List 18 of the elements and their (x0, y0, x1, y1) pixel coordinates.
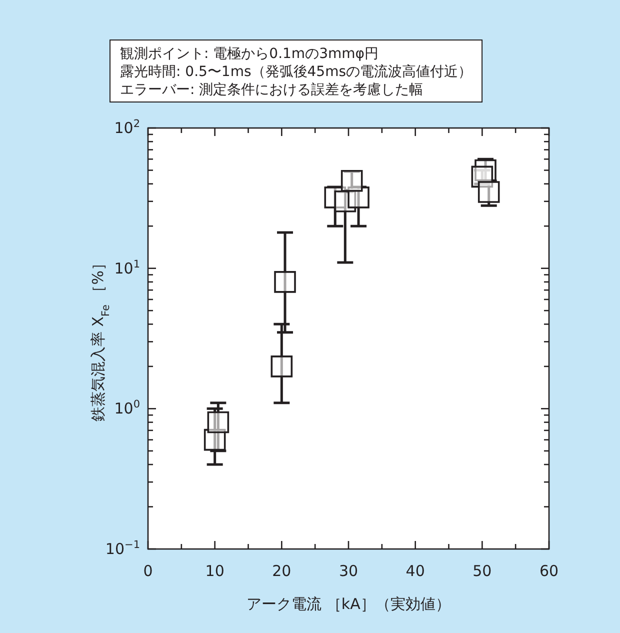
x-tick-label: 30 (338, 562, 358, 580)
point (270, 356, 293, 378)
text: 観測ポイント: 電極から0.1mの3mmφ円 (120, 46, 378, 62)
x-tick-label: 60 (539, 562, 559, 580)
x-tick-label: 20 (272, 562, 292, 580)
point (207, 411, 230, 434)
x-tick-label: 40 (406, 562, 425, 580)
x-tick-label: 0 (143, 562, 153, 580)
y-tick-label: 10$^{2}$ (114, 118, 140, 137)
x-tick-label: 50 (472, 562, 492, 580)
y-tick-label: 10$^{−1}$ (105, 539, 140, 558)
y-tick-label: 10$^{1}$ (114, 258, 140, 278)
x-tick-label: 10 (205, 562, 224, 580)
point (274, 271, 296, 293)
y-tick-label: 10$^{0}$ (114, 398, 140, 418)
text: 露光時間: 0.5〜1ms（発弧後45msの電流波高値付近） (120, 64, 472, 80)
text: エラーバー: 測定条件における誤差を考慮した幅 (120, 82, 424, 98)
x-axis-title: アーク電流 ［kA］（実効値） (246, 595, 450, 613)
